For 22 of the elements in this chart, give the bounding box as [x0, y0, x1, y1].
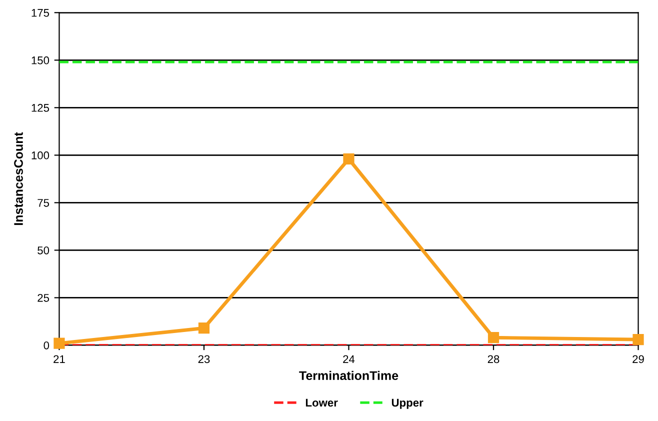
legend-label: Lower [306, 398, 338, 407]
point [198, 322, 210, 334]
legend-label: Upper [392, 398, 424, 409]
y-tick-label: 100 [32, 151, 50, 160]
y-axis-title: InstancesCount [14, 132, 23, 225]
point [54, 338, 65, 349]
x-tick-label: 24 [343, 355, 355, 363]
x-tick-label: 29 [632, 355, 644, 364]
point [632, 334, 644, 346]
x-axis-title: TerminationTime [299, 370, 398, 380]
point [343, 153, 354, 165]
y-tick-label: 25 [38, 294, 50, 302]
y-tick-label: 0 [44, 341, 50, 350]
y-tick-label: 150 [32, 56, 50, 64]
x-tick-label: 21 [54, 355, 65, 363]
y-tick-label: 175 [32, 9, 50, 17]
y-tick-label: 125 [32, 104, 50, 112]
x-tick-label: 28 [488, 355, 500, 364]
x-tick-label: 23 [198, 355, 210, 364]
point [488, 332, 500, 344]
y-tick-label: 75 [38, 199, 50, 207]
y-tick-label: 50 [38, 246, 50, 254]
